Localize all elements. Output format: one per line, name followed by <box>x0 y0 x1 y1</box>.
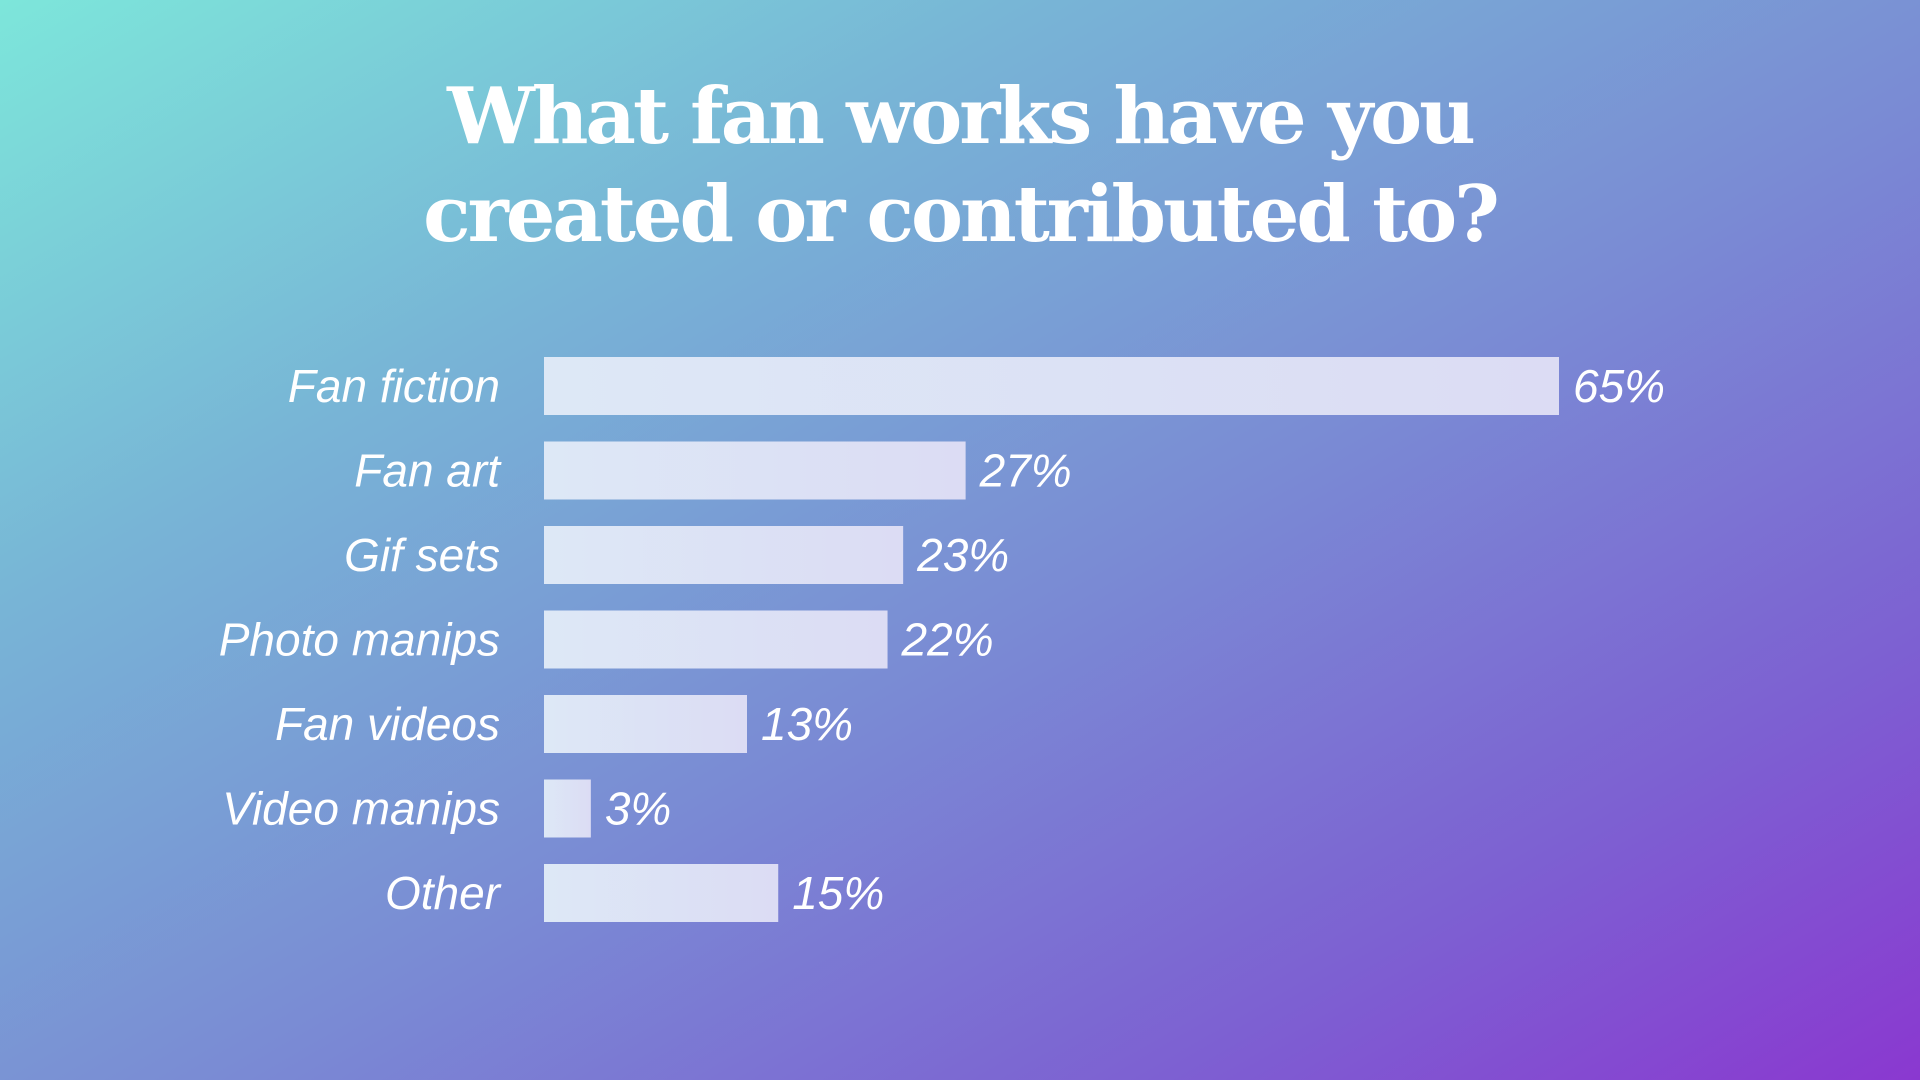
category-label: Video manips <box>222 783 500 835</box>
bar-fan-fiction <box>544 357 1559 415</box>
value-label: 22% <box>901 614 994 666</box>
bar-video-manips <box>544 779 591 838</box>
value-label: 27% <box>979 445 1072 497</box>
category-label: Gif sets <box>344 529 500 581</box>
category-label: Fan art <box>354 445 502 497</box>
category-label: Fan fiction <box>288 360 500 412</box>
category-label: Other <box>385 867 502 919</box>
category-label: Fan videos <box>275 698 500 750</box>
value-label: 13% <box>761 698 853 750</box>
value-label: 3% <box>605 783 671 835</box>
bar-gif-sets <box>544 526 904 584</box>
chart-title: What fan works have you created or contr… <box>423 71 1500 260</box>
bar-photo-manips <box>544 610 888 669</box>
value-label: 23% <box>916 529 1009 581</box>
bar-fan-art <box>544 441 966 500</box>
bar-other <box>544 864 779 922</box>
category-label: Photo manips <box>219 614 500 666</box>
bars-group: Fan fiction 65% Fan art 27% Gif sets 23% Photo… <box>219 357 1665 922</box>
bar-fan-videos <box>544 695 747 753</box>
value-label: 15% <box>792 867 884 919</box>
value-label: 65% <box>1573 360 1665 412</box>
